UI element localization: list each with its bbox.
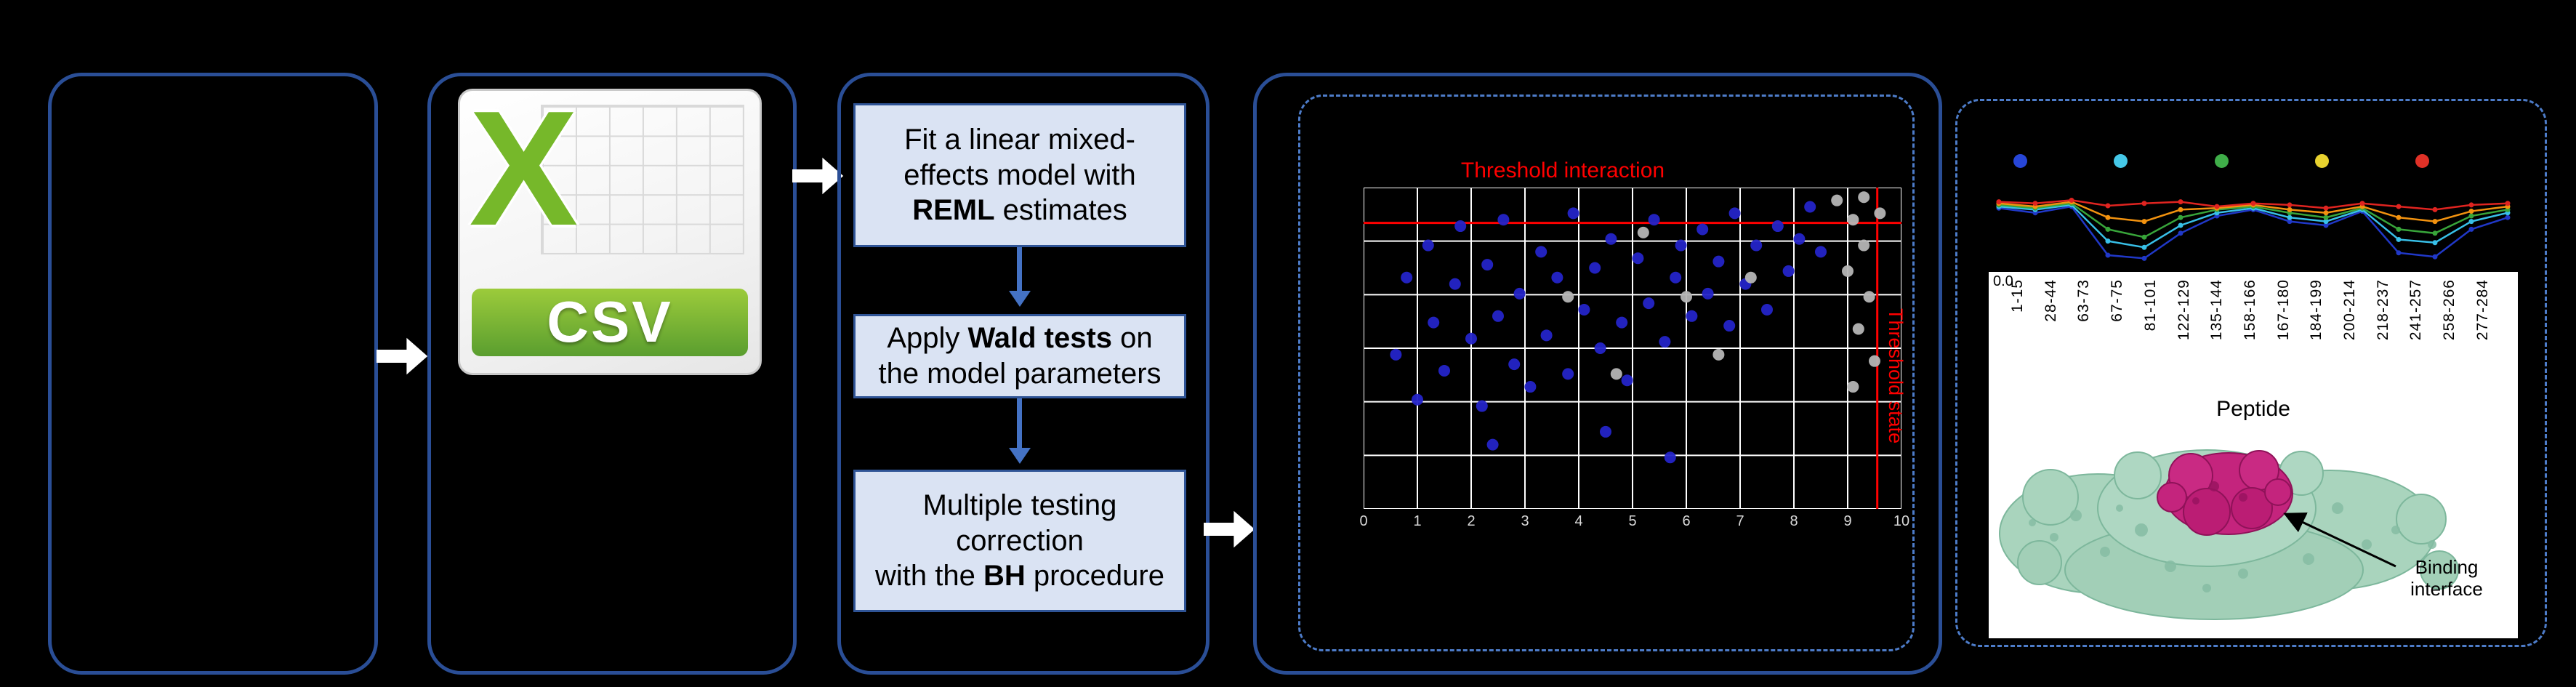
step-text-line: Fit a linear mixed- — [904, 123, 1135, 156]
step-box-wald: Apply Wald tests on the model parameters — [853, 314, 1186, 398]
peptide-tick-label: 167-180 — [2274, 279, 2292, 341]
scatter-x-tick-label: 7 — [1736, 513, 1744, 529]
peptide-tick-label: 158-166 — [2241, 279, 2258, 341]
legend-dot-icon — [2415, 154, 2429, 168]
binding-interface-region — [2157, 450, 2293, 536]
panel-4-box — [1253, 73, 1942, 675]
scatter-x-tick-label: 1 — [1413, 513, 1422, 529]
peptide-tick-label: 184-199 — [2308, 279, 2325, 341]
timepoint-legend — [2013, 154, 2429, 168]
down-arrow-2-icon — [1017, 398, 1022, 449]
scatter-x-tick-label: 0 — [1359, 513, 1368, 529]
flow-arrow-1-icon — [377, 337, 428, 375]
protein-structure — [1999, 449, 2459, 620]
legend-dot-icon — [2114, 154, 2128, 168]
scatter-title: Threshold interaction — [1460, 158, 1665, 182]
y-axis-zero-label: 0.0 — [1993, 273, 2013, 289]
scatter-x-tick-label: 6 — [1682, 513, 1691, 529]
peptide-tick-label: 135-144 — [2208, 279, 2226, 341]
panel-2-box — [427, 73, 797, 675]
step-text-line: the model parameters — [878, 358, 1162, 390]
flow-arrow-3-icon — [1204, 510, 1255, 548]
scatter-x-tick-label: 5 — [1628, 513, 1637, 529]
step-text-line: with the BH procedure — [875, 560, 1164, 592]
peptide-tick-label: 218-237 — [2374, 279, 2391, 341]
peptide-tick-label: 200-214 — [2341, 279, 2359, 341]
protein-texture — [2029, 502, 2436, 592]
peptide-tick-label: 277-284 — [2474, 279, 2491, 341]
csv-spreadsheet-grid — [541, 105, 745, 255]
peptide-tick-label: 122-129 — [2175, 279, 2192, 341]
peptide-tick-label: 241-257 — [2407, 279, 2425, 341]
scatter-x-tick-label: 8 — [1790, 513, 1798, 529]
step-text-line: correction — [956, 524, 1084, 557]
panel-1-box — [48, 73, 378, 675]
binding-interface-label: Binding interface — [2410, 556, 2483, 600]
peptide-axis-title: Peptide — [2216, 397, 2290, 421]
scatter-x-tick-label: 3 — [1521, 513, 1529, 529]
step-box-reml: Fit a linear mixed- effects model with R… — [853, 103, 1186, 247]
flow-arrow-2-icon — [792, 157, 844, 195]
scatter-x-tick-row: 0 1 2 3 4 5 6 7 8 9 10 — [1359, 513, 1909, 532]
csv-file-icon: X CSV — [458, 76, 762, 375]
peptide-axis-labels: 1-15 28-44 63-73 67-75 81-101 122-129 135-144 1… — [2009, 279, 2492, 340]
peptide-tick-label: 258-266 — [2441, 279, 2458, 341]
legend-dot-icon — [2314, 154, 2329, 168]
panel-4-dashed-box — [1298, 95, 1915, 651]
legend-dot-icon — [2013, 154, 2027, 168]
step-box-bh: Multiple testing correction with the BH … — [853, 470, 1186, 612]
step-text-line: effects model with — [903, 158, 1136, 191]
down-arrow-1-icon — [1017, 247, 1022, 292]
peptide-tick-label: 63-73 — [2075, 279, 2093, 322]
uptake-axis-panel: 0.0 1-15 28-44 63-73 67-75 81-101 122-129 135-… — [1989, 272, 2518, 638]
step-text-line: REML estimates — [912, 194, 1127, 227]
step-text-line: Multiple testing — [922, 489, 1117, 521]
legend-dot-icon — [2214, 154, 2229, 168]
peptide-tick-label: 81-101 — [2141, 279, 2159, 332]
scatter-x-tick-label: 9 — [1843, 513, 1852, 529]
csv-banner: CSV — [472, 288, 748, 356]
binding-interface-texture — [2192, 481, 2247, 505]
scatter-plot — [1364, 188, 1901, 509]
peptide-tick-label: 28-44 — [2042, 279, 2059, 322]
peptide-tick-label: 67-75 — [2109, 279, 2126, 322]
scatter-x-tick-label: 10 — [1893, 513, 1910, 529]
peptide-tick-label: 1-15 — [2009, 279, 2026, 313]
csv-x-letter: X — [469, 76, 579, 260]
binding-interface-arrow-icon — [2283, 513, 2396, 568]
panel-5-dashed-box — [1955, 99, 2547, 647]
panel-3-box — [837, 73, 1209, 675]
csv-label: CSV — [547, 289, 673, 355]
scatter-x-tick-label: 2 — [1467, 513, 1476, 529]
step-text-line: Apply Wald tests on — [887, 322, 1153, 355]
scatter-x-tick-label: 4 — [1574, 513, 1583, 529]
uptake-line-chart — [1996, 197, 2511, 261]
scatter-right-axis-label: Threshold state — [1885, 308, 1907, 444]
